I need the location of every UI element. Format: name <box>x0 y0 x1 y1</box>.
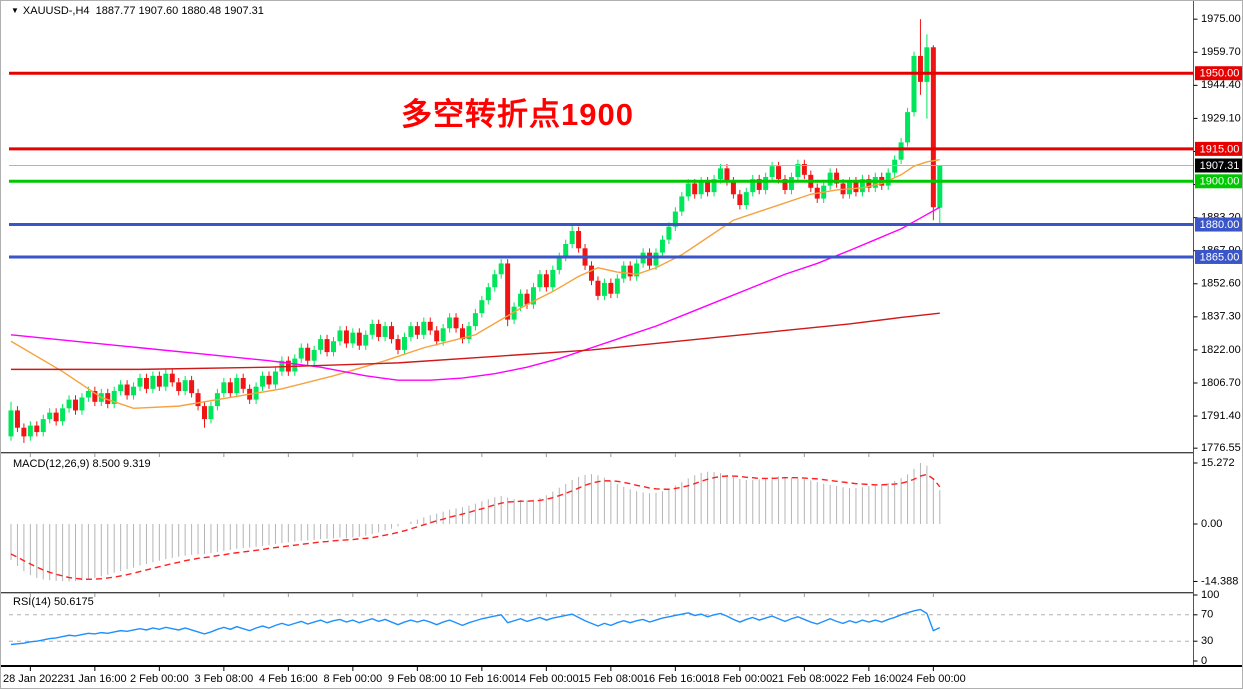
macd-histogram <box>10 463 941 582</box>
price-badge-label: 1907.31 <box>1200 160 1240 172</box>
price-tick-label: 1959.70 <box>1201 46 1241 58</box>
price-tick-label: 1791.40 <box>1201 410 1241 422</box>
price-tick-label: 1822.00 <box>1201 344 1241 356</box>
price-tick-label: 1837.30 <box>1201 311 1241 323</box>
dropdown-triangle-icon[interactable]: ▼ <box>11 6 19 15</box>
time-axis-label: 28 Jan 2022 <box>3 673 64 685</box>
price-badge-label: 1900.00 <box>1200 176 1240 188</box>
price-badge <box>1195 66 1242 81</box>
time-axis-label: 3 Feb 08:00 <box>194 673 253 685</box>
time-axis-label: 31 Jan 16:00 <box>63 673 127 685</box>
time-axis-label: 8 Feb 00:00 <box>323 673 382 685</box>
ma-slow-darkred <box>11 312 940 371</box>
price-badge-label: 1950.00 <box>1200 68 1240 80</box>
macd-indicator-label: MACD(12,26,9) 8.500 9.319 <box>13 458 151 470</box>
time-axis-label: 18 Feb 00:00 <box>707 673 772 685</box>
ohlc-low: 1880.48 <box>181 5 222 17</box>
price-badge <box>1195 249 1242 264</box>
time-axis-label: 21 Feb 08:00 <box>772 673 837 685</box>
price-tick-label: 1944.40 <box>1201 79 1241 91</box>
price-badge <box>1195 158 1242 173</box>
ma-mid-magenta <box>10 206 941 381</box>
ohlc-high: 1907.60 <box>138 5 179 17</box>
chart-title: ▼ XAUUSD-,H4 1887.77 1907.60 1880.48 1907… <box>11 5 264 17</box>
macd-signal-line <box>10 473 941 581</box>
time-axis-label: 15 Feb 08:00 <box>578 673 643 685</box>
rsi-tick-label: 0 <box>1201 655 1207 667</box>
candlestick-series <box>8 19 943 443</box>
price-tick-label: 1975.00 <box>1201 13 1241 25</box>
price-tick-label: 1776.55 <box>1201 442 1241 454</box>
time-axis-label: 16 Feb 16:00 <box>643 673 708 685</box>
price-badge-label: 1880.00 <box>1200 219 1240 231</box>
price-tick-label: 1806.70 <box>1201 377 1241 389</box>
macd-tick-label: 0.00 <box>1201 518 1222 530</box>
time-axis-label: 24 Feb 00:00 <box>901 673 966 685</box>
rsi-indicator-label: RSI(14) 50.6175 <box>13 596 94 608</box>
rsi-line <box>10 608 941 646</box>
time-axis-label: 4 Feb 16:00 <box>259 673 318 685</box>
price-badge <box>1195 174 1242 189</box>
price-badge-label: 1865.00 <box>1200 251 1240 263</box>
price-badge-label: 1915.00 <box>1200 143 1240 155</box>
macd-tick-label: 15.272 <box>1201 457 1235 469</box>
rsi-tick-label: 30 <box>1201 635 1213 647</box>
price-badge <box>1195 217 1242 232</box>
price-badge <box>1195 141 1242 156</box>
symbol-timeframe: XAUUSD-,H4 <box>22 5 90 17</box>
price-tick-label: 1852.60 <box>1201 278 1241 290</box>
time-axis-label: 10 Feb 16:00 <box>449 673 514 685</box>
time-axis-label: 2 Feb 00:00 <box>130 673 189 685</box>
price-tick-label: 1929.10 <box>1201 112 1241 124</box>
time-axis-label: 9 Feb 08:00 <box>388 673 447 685</box>
time-axis-label: 22 Feb 16:00 <box>836 673 901 685</box>
macd-tick-label: -14.388 <box>1201 575 1238 587</box>
ohlc-open: 1887.77 <box>95 5 136 17</box>
rsi-tick-label: 100 <box>1201 589 1219 601</box>
chart-annotation-text: 多空转折点1900 <box>401 97 634 132</box>
time-axis-label: 14 Feb 00:00 <box>514 673 579 685</box>
ma-fast-orange <box>10 158 940 409</box>
rsi-tick-label: 70 <box>1201 609 1213 621</box>
ohlc-close: 1907.31 <box>224 5 264 17</box>
